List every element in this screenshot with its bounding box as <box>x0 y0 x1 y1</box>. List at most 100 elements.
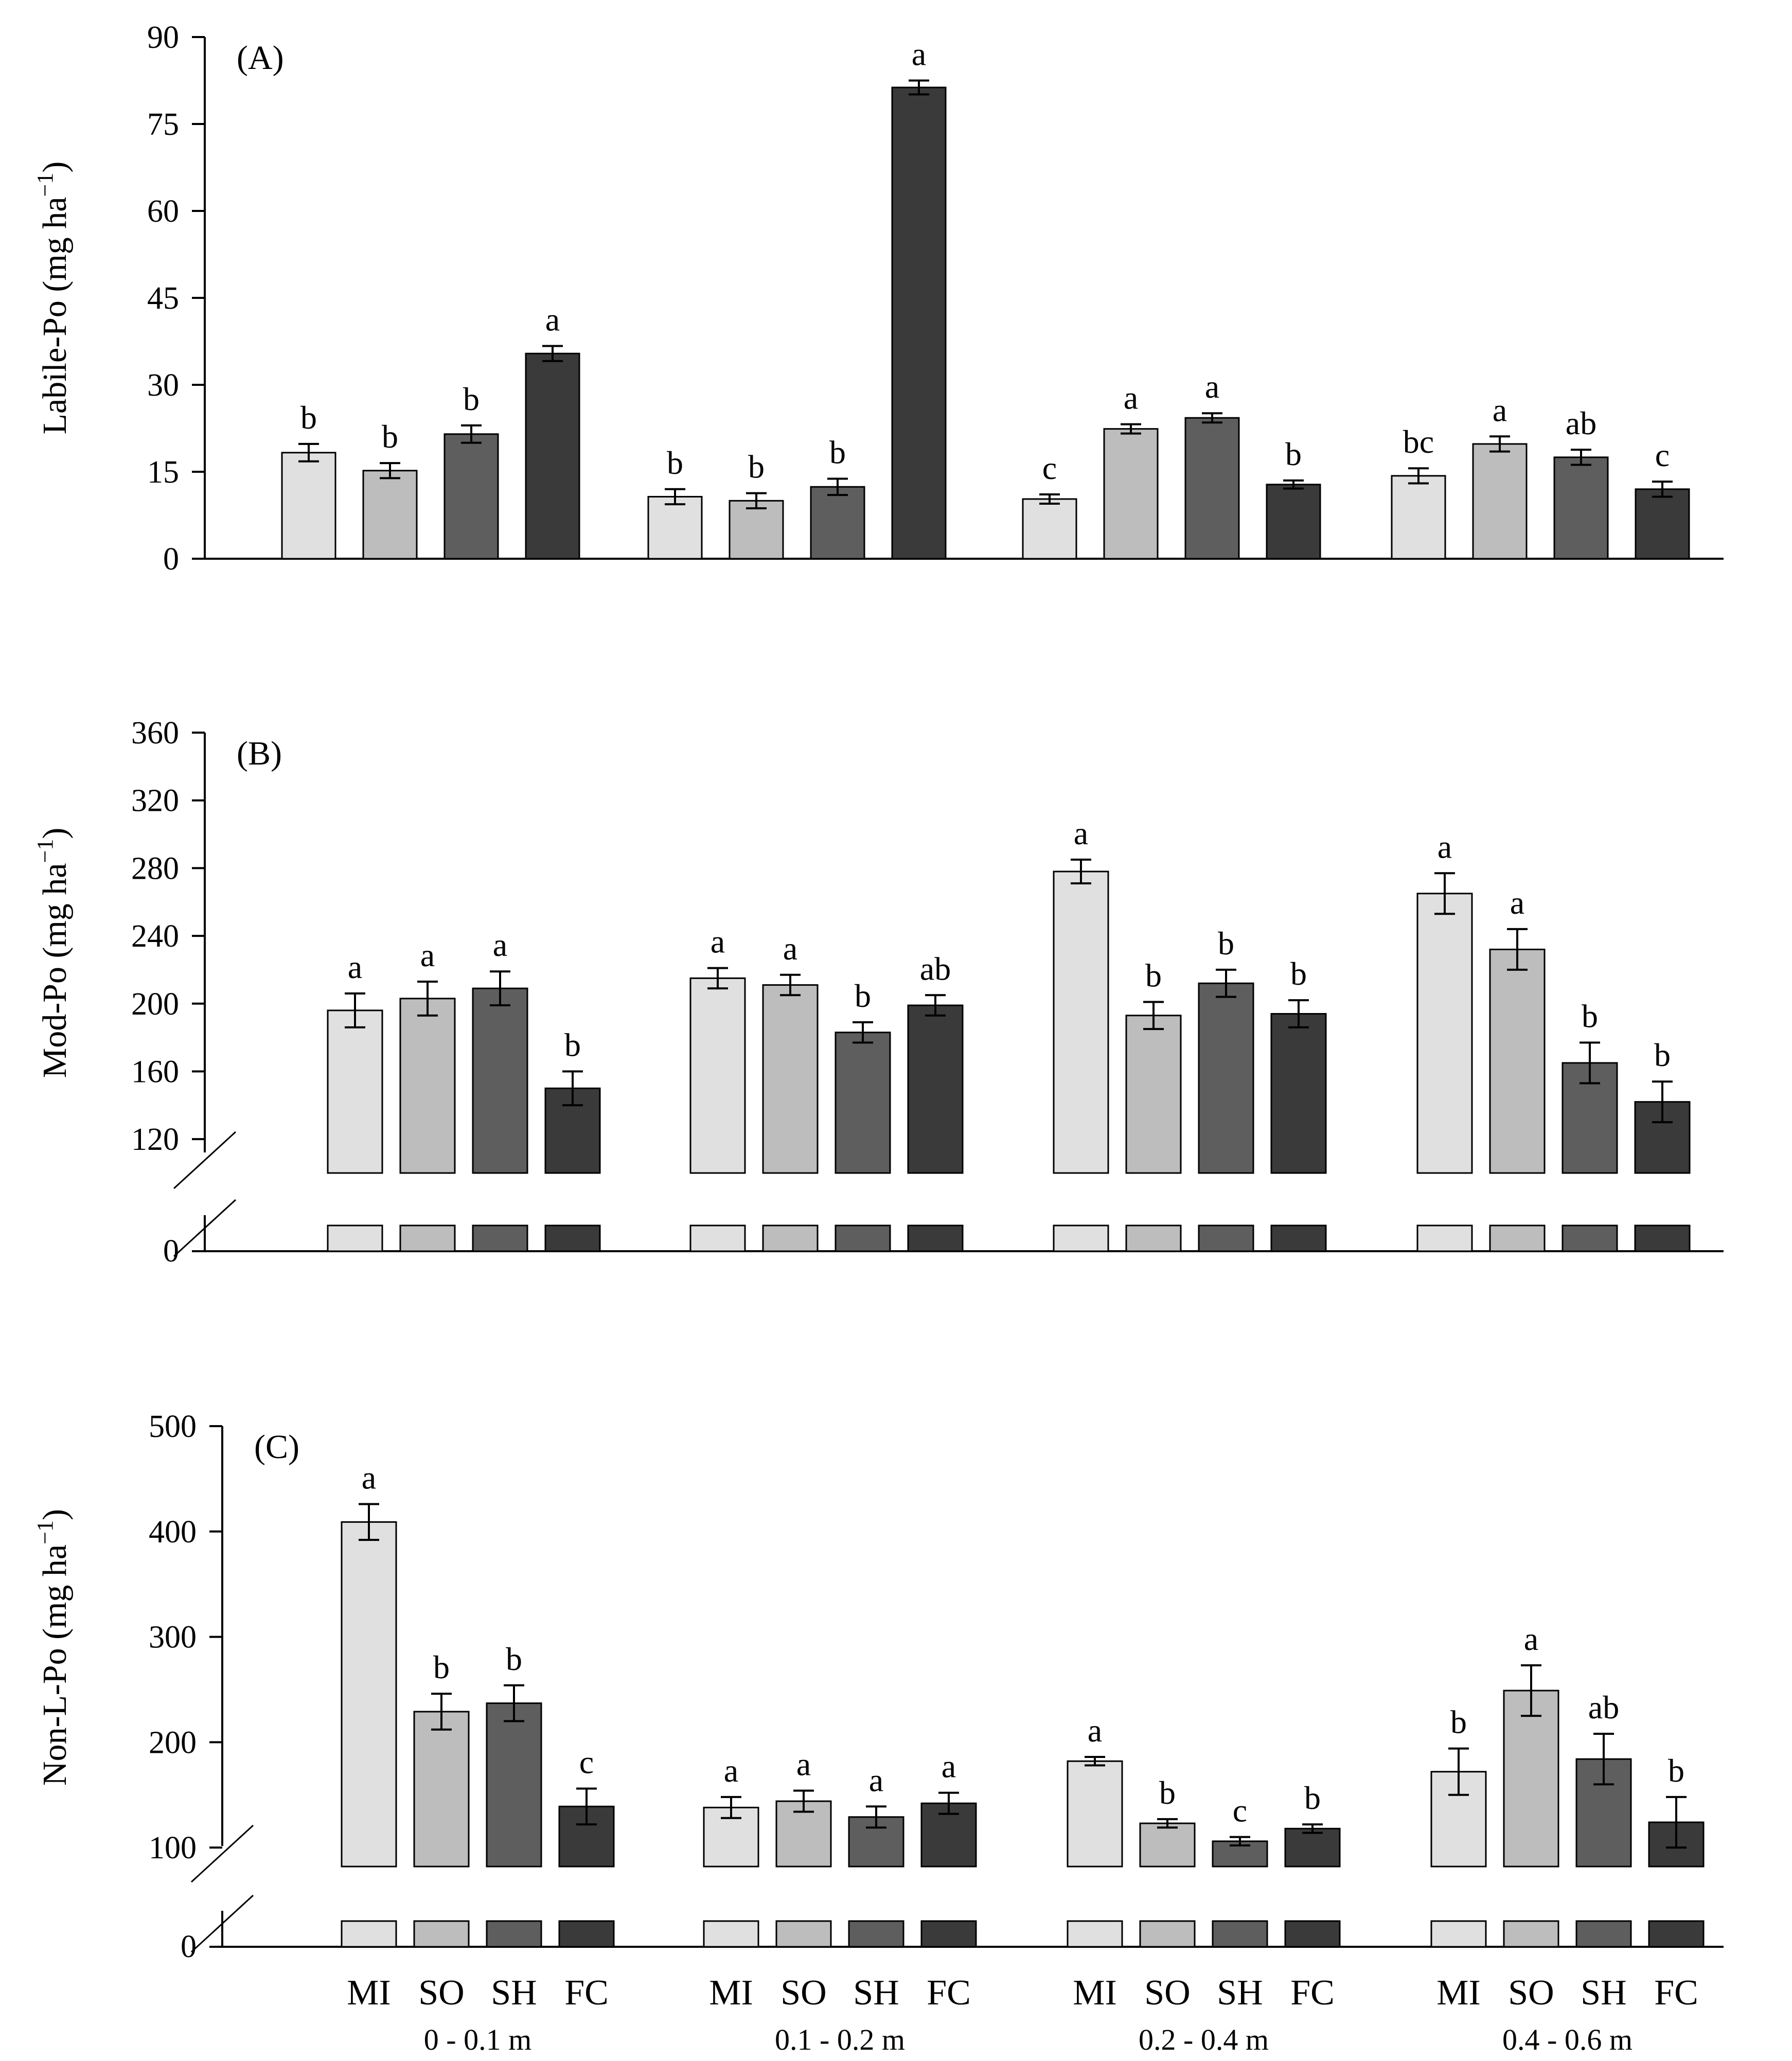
y-tick-label: 200 <box>131 987 179 1022</box>
bar-zero-stub <box>907 1224 964 1252</box>
bar-zero-stub <box>399 1224 456 1252</box>
bar-zero-stub <box>1284 1920 1341 1948</box>
axis-break-mark <box>190 1824 254 1883</box>
bar <box>443 433 499 560</box>
bar-zero-stub <box>920 1920 977 1948</box>
bar <box>1391 475 1446 560</box>
significance-letter: a <box>1124 380 1138 416</box>
bar <box>1184 417 1240 560</box>
significance-letter: ab <box>1588 1689 1619 1726</box>
x-tick-label: FC <box>1290 1973 1335 2013</box>
y-axis-label: Labile-Po (mg ha−1) <box>32 162 74 435</box>
significance-letter: c <box>1233 1792 1247 1829</box>
depth-category-label: 0.2 - 0.4 m <box>1139 2023 1269 2056</box>
y-axis-label: Non-L-Po (mg ha−1) <box>32 1509 74 1786</box>
bar <box>1139 1822 1196 1868</box>
panel-label: (A) <box>237 39 284 77</box>
significance-letter: b <box>1290 955 1307 992</box>
y-tick-label-zero: 0 <box>181 1929 197 1964</box>
depth-category-label: 0.1 - 0.2 m <box>775 2023 905 2056</box>
bar <box>689 977 746 1174</box>
significance-letter: b <box>564 1026 581 1063</box>
bar <box>810 486 865 560</box>
y-axis-label-close: ) <box>36 1509 74 1520</box>
y-tick-label: 90 <box>147 20 179 55</box>
significance-letter: b <box>1668 1752 1684 1789</box>
bar <box>1503 1690 1559 1868</box>
bar-zero-stub <box>1489 1224 1546 1252</box>
y-tick-label: 320 <box>131 784 179 819</box>
significance-letter: b <box>1582 998 1598 1034</box>
bar-zero-stub <box>1575 1920 1632 1948</box>
significance-letter: b <box>506 1641 522 1677</box>
bar-zero-stub <box>472 1224 528 1252</box>
significance-letter: c <box>1655 437 1670 473</box>
y-axis-label-superscript: −1 <box>32 173 58 197</box>
significance-letter: a <box>545 301 560 338</box>
y-tick-label: 30 <box>147 368 179 403</box>
bar <box>647 495 703 560</box>
significance-letter: a <box>783 930 797 967</box>
significance-letter: a <box>1205 368 1219 405</box>
significance-letter: ab <box>920 950 951 987</box>
y-axis-label-superscript: −1 <box>32 1520 58 1544</box>
bar-zero-stub <box>486 1920 542 1948</box>
x-tick-label: SO <box>1508 1973 1554 2013</box>
y-tick-label: 360 <box>131 716 179 751</box>
significance-letter: a <box>942 1748 956 1785</box>
significance-letter: b <box>463 381 480 417</box>
bar-zero-stub <box>341 1920 397 1948</box>
significance-letter: a <box>420 937 435 973</box>
significance-letter: b <box>1654 1037 1671 1073</box>
axis-break-mark <box>173 1131 237 1189</box>
x-tick-label: SH <box>1217 1973 1263 2013</box>
y-tick-label: 60 <box>147 194 179 229</box>
bar-zero-stub <box>762 1224 819 1252</box>
bar <box>1284 1827 1341 1868</box>
y-tick-label: 45 <box>147 281 179 316</box>
panel-2: 0 120 160 200 240 280 320 360 Mod-Po (mg ha−1) (B… <box>32 716 1724 1269</box>
bar <box>1067 1760 1123 1868</box>
significance-letter: a <box>1493 392 1507 428</box>
y-tick-label: 75 <box>147 107 179 142</box>
x-tick-label: MI <box>1436 1973 1481 2013</box>
significance-letter: a <box>348 949 362 985</box>
y-tick-label: 240 <box>131 919 179 954</box>
y-tick-label: 500 <box>149 1409 197 1444</box>
significance-letter: b <box>667 445 683 481</box>
significance-letter: b <box>300 399 317 436</box>
bar <box>1103 428 1159 560</box>
bar-zero-stub <box>558 1920 615 1948</box>
bar <box>486 1702 542 1868</box>
bar-zero-stub <box>1562 1224 1618 1252</box>
bar <box>341 1521 397 1868</box>
bar <box>907 1004 964 1174</box>
bar-zero-stub <box>1198 1224 1254 1252</box>
significance-letter: bc <box>1403 423 1434 460</box>
bar-zero-stub <box>544 1224 601 1252</box>
bar <box>1489 948 1546 1174</box>
bar-zero-stub <box>327 1224 383 1252</box>
y-axis-label-text: Non-L-Po (mg ha <box>36 1544 74 1786</box>
significance-letter: b <box>382 418 398 455</box>
bar-zero-stub <box>1212 1920 1268 1948</box>
significance-letter: a <box>362 1460 376 1496</box>
bar <box>327 1009 383 1174</box>
bar-zero-stub <box>1416 1224 1473 1252</box>
y-tick-label: 15 <box>147 455 179 490</box>
y-axis-label: Mod-Po (mg ha−1) <box>32 828 74 1078</box>
panel-label: (C) <box>254 1428 299 1466</box>
significance-letter: b <box>1450 1704 1467 1740</box>
y-tick-label-zero: 0 <box>163 1234 179 1269</box>
bar <box>1198 982 1254 1174</box>
significance-letter: b <box>748 449 765 485</box>
bar <box>1472 443 1528 560</box>
x-tick-label: SH <box>1581 1973 1626 2013</box>
panel-label: (B) <box>237 735 282 772</box>
bar <box>1635 488 1690 560</box>
significance-letter: a <box>869 1762 883 1798</box>
bar <box>525 352 580 560</box>
significance-letter: a <box>711 923 725 960</box>
